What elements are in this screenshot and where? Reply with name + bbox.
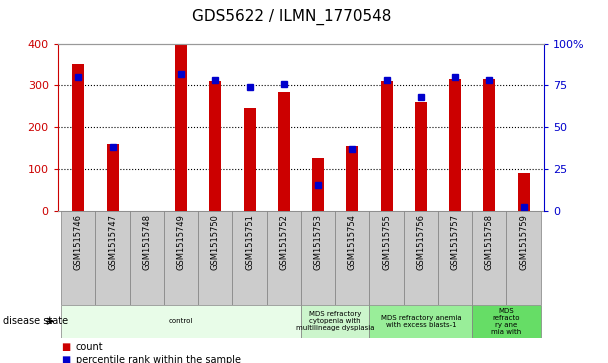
Text: control: control xyxy=(169,318,193,324)
Text: GSM1515746: GSM1515746 xyxy=(74,214,83,270)
Bar xyxy=(209,81,221,211)
Bar xyxy=(335,211,370,305)
Bar xyxy=(95,211,130,305)
Text: MDS refractory anemia
with excess blasts-1: MDS refractory anemia with excess blasts… xyxy=(381,315,461,328)
Text: percentile rank within the sample: percentile rank within the sample xyxy=(76,355,241,363)
Bar xyxy=(415,102,427,211)
Bar xyxy=(312,158,324,211)
Text: GSM1515758: GSM1515758 xyxy=(485,214,494,270)
Bar xyxy=(449,79,461,211)
Text: disease state: disease state xyxy=(3,316,68,326)
Bar xyxy=(472,211,506,305)
Bar xyxy=(267,211,301,305)
Text: MDS
refracto
ry ane
mia with: MDS refracto ry ane mia with xyxy=(491,308,522,335)
Bar xyxy=(301,305,370,338)
Text: GSM1515759: GSM1515759 xyxy=(519,214,528,270)
Bar xyxy=(72,65,85,211)
Text: GSM1515750: GSM1515750 xyxy=(211,214,220,270)
Bar xyxy=(130,211,164,305)
Bar xyxy=(164,211,198,305)
Bar xyxy=(404,211,438,305)
Text: GSM1515752: GSM1515752 xyxy=(279,214,288,270)
Bar xyxy=(472,305,541,338)
Text: GSM1515749: GSM1515749 xyxy=(176,214,185,270)
Bar xyxy=(244,108,255,211)
Bar xyxy=(198,211,232,305)
Text: GSM1515753: GSM1515753 xyxy=(314,214,323,270)
Text: GSM1515748: GSM1515748 xyxy=(142,214,151,270)
Text: ■: ■ xyxy=(61,355,70,363)
Text: count: count xyxy=(76,342,103,352)
Bar xyxy=(106,144,119,211)
Bar xyxy=(370,305,472,338)
Text: MDS refractory
cytopenia with
multilineage dysplasia: MDS refractory cytopenia with multilinea… xyxy=(296,311,375,331)
Bar xyxy=(506,211,541,305)
Bar xyxy=(483,79,496,211)
Text: ■: ■ xyxy=(61,342,70,352)
Text: GSM1515756: GSM1515756 xyxy=(416,214,426,270)
Bar xyxy=(61,305,301,338)
Text: GSM1515751: GSM1515751 xyxy=(245,214,254,270)
Bar xyxy=(381,81,393,211)
Text: GDS5622 / ILMN_1770548: GDS5622 / ILMN_1770548 xyxy=(192,9,392,25)
Bar xyxy=(278,91,290,211)
Text: GSM1515747: GSM1515747 xyxy=(108,214,117,270)
Text: GSM1515754: GSM1515754 xyxy=(348,214,357,270)
Bar xyxy=(438,211,472,305)
Bar xyxy=(61,211,95,305)
Text: GSM1515755: GSM1515755 xyxy=(382,214,391,270)
Bar xyxy=(232,211,267,305)
Bar xyxy=(347,146,358,211)
Bar xyxy=(517,173,530,211)
Bar xyxy=(370,211,404,305)
Text: GSM1515757: GSM1515757 xyxy=(451,214,460,270)
Bar xyxy=(175,44,187,211)
Bar xyxy=(301,211,335,305)
